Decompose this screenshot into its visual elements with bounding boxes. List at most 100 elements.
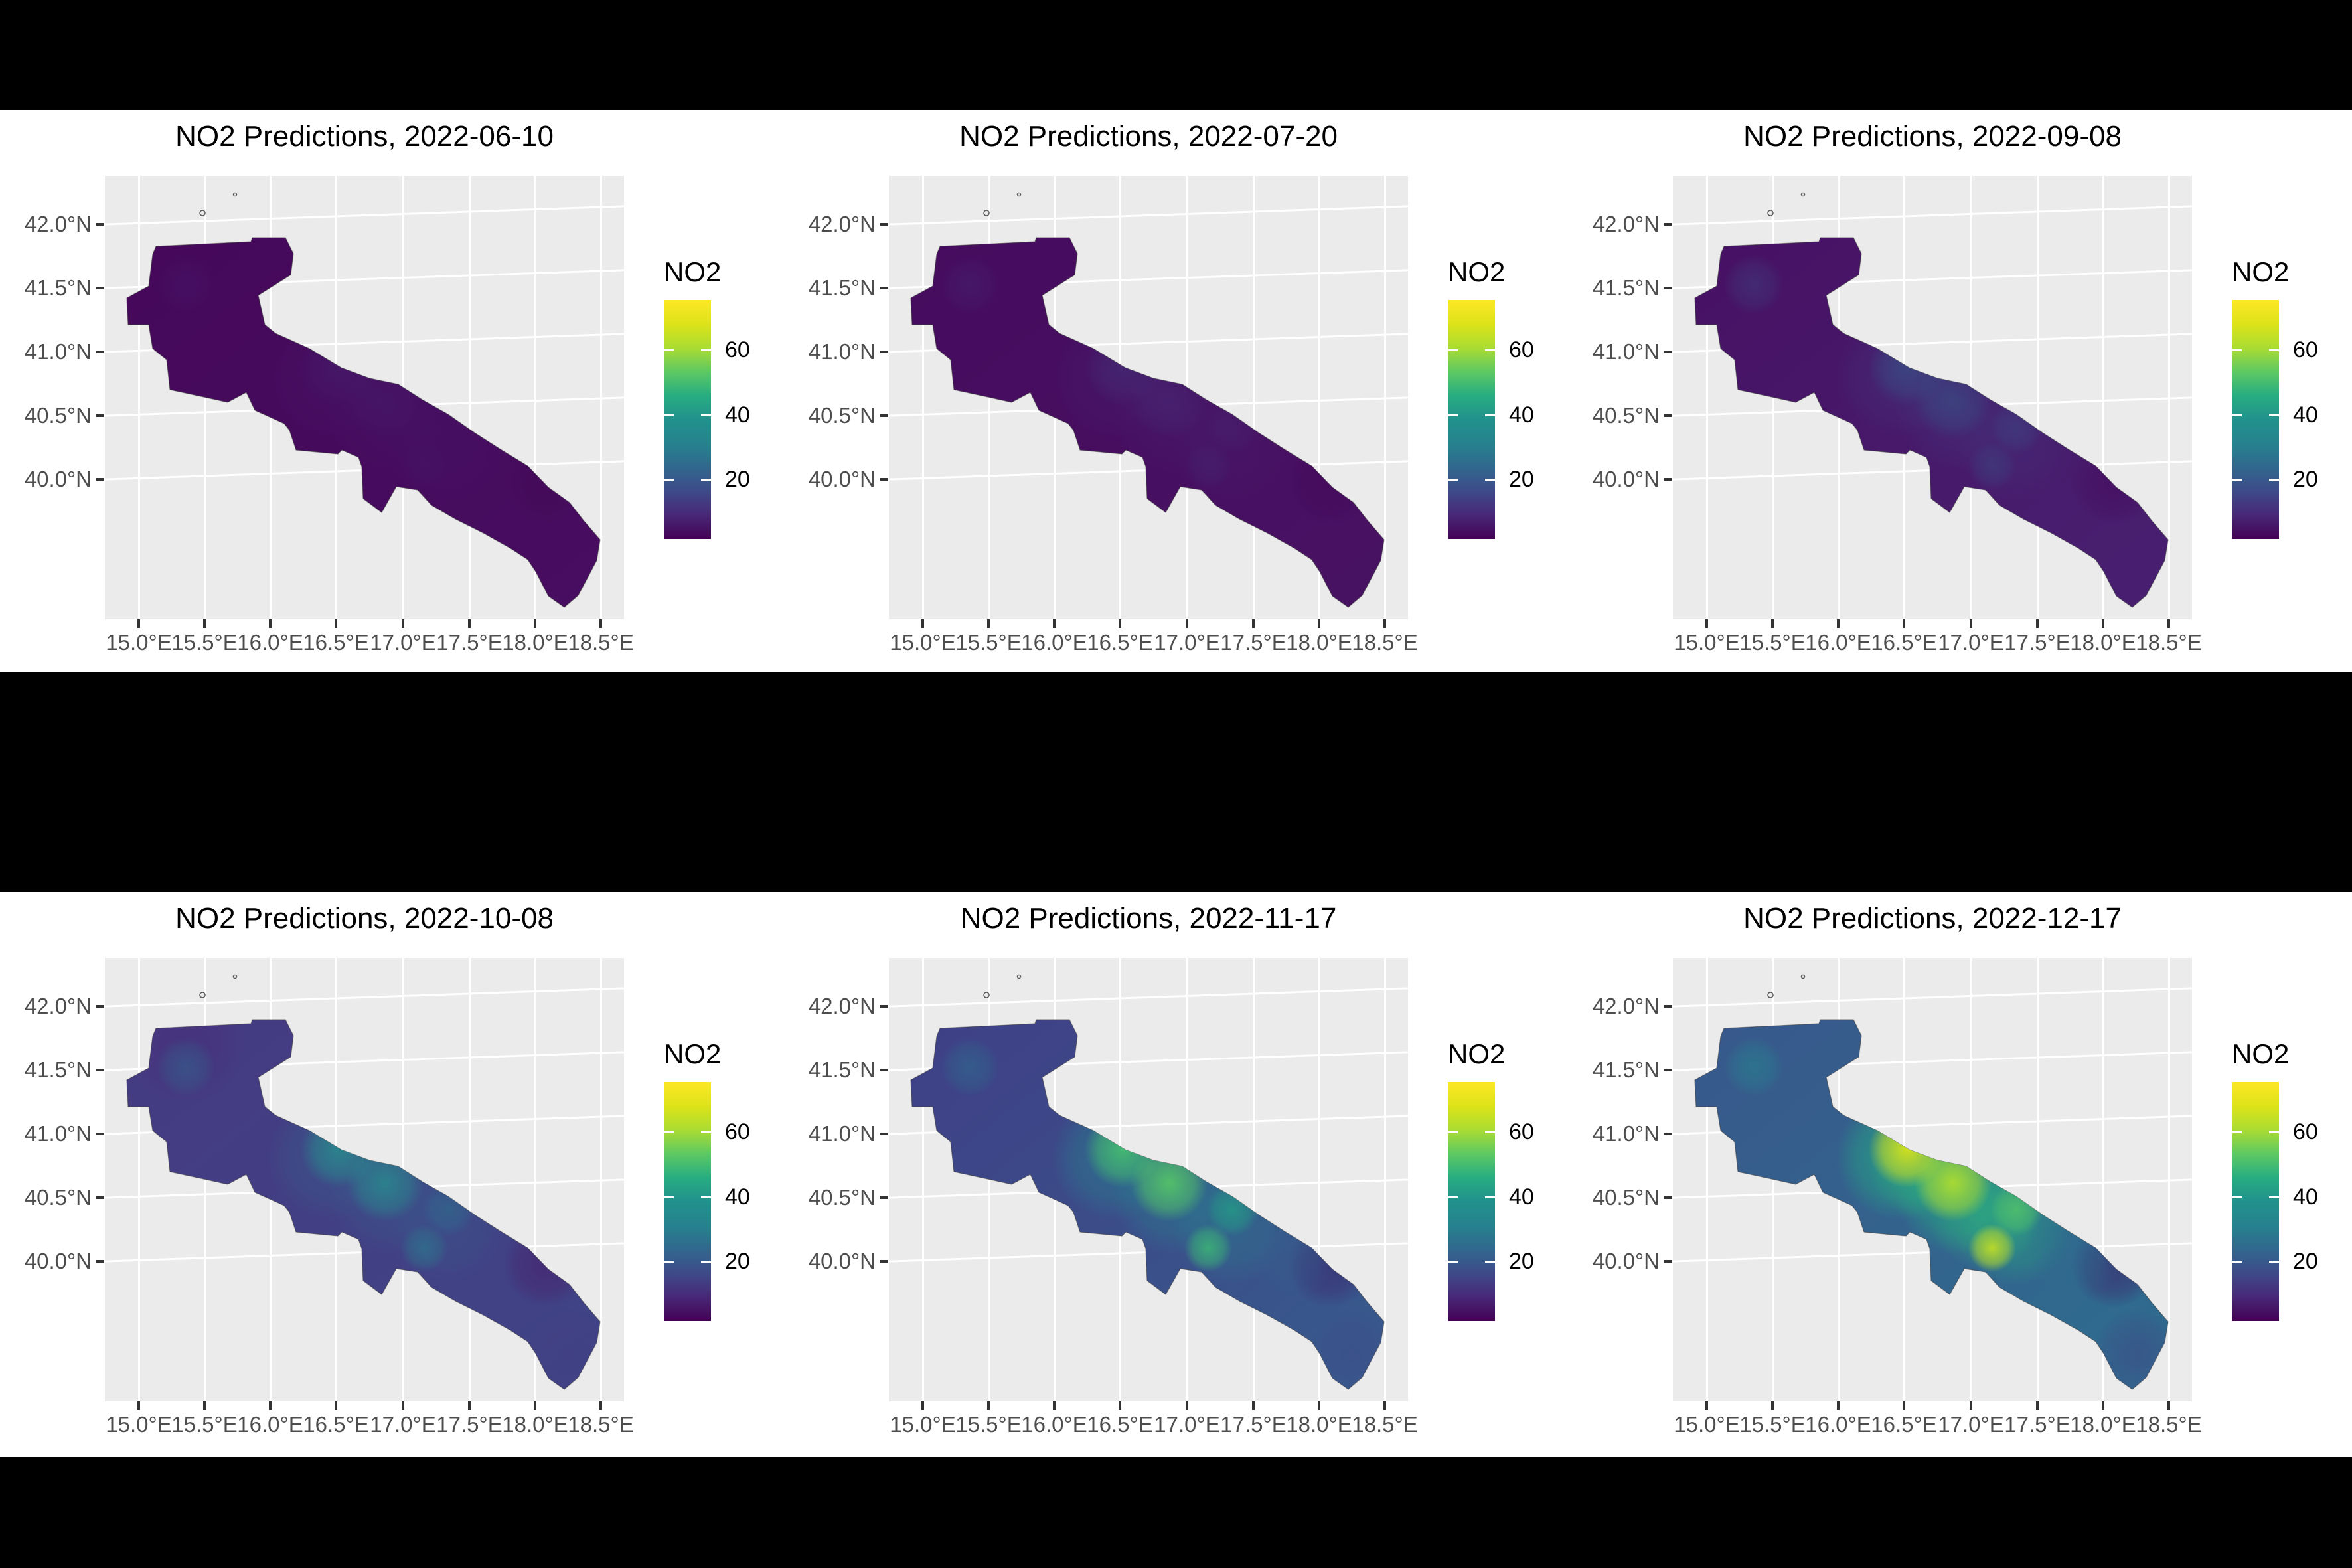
x-axis-tick [402,619,404,628]
legend-tick-label: 20 [2293,467,2318,492]
x-axis-tick [1119,1401,1121,1410]
legend-colorbar [1448,1082,1495,1321]
longitude-gridline [138,958,140,1401]
legend-tick [2269,1261,2279,1263]
y-axis-label: 40.0°N [1592,1249,1660,1273]
x-axis-tick [1318,619,1320,628]
x-axis-tick [1252,619,1255,628]
map-panel [105,958,624,1401]
x-axis-label: 16.0°E [1805,1412,1871,1437]
no2-hotspot [503,439,589,526]
x-axis-label: 17.0°E [1154,1412,1220,1437]
legend-tick-label: 60 [2293,337,2318,362]
legend-tick-label: 60 [2293,1119,2318,1144]
small-island-outline [983,992,990,998]
top-black-bar [0,0,2352,110]
legend-tick [1485,1261,1495,1263]
legend-tick [2232,349,2242,351]
longitude-gridline [2037,958,2039,1401]
legend-tick [1448,414,1458,416]
legend-tick [1448,479,1458,481]
legend-tick-label: 40 [725,402,750,428]
x-axis-tick [987,619,990,628]
legend-tick-label: 20 [1509,1249,1534,1274]
x-axis-tick [1970,1401,1972,1410]
y-axis-label: 41.0°N [24,1121,92,1146]
y-axis-label: 42.0°N [1592,994,1660,1018]
legend-tick [1448,1131,1458,1133]
no2-hotspot [1184,442,1232,490]
x-axis-tick [1383,619,1386,628]
x-axis-label: 17.0°E [370,1412,436,1437]
x-axis-label: 16.5°E [1087,630,1153,655]
region-map-2022-10-08 [126,974,601,1390]
x-axis-label: 15.5°E [171,630,238,655]
longitude-gridline [1253,176,1255,619]
x-axis-label: 16.5°E [1087,1412,1153,1437]
y-axis-label: 41.5°N [808,275,876,300]
legend-tick-label: 20 [1509,467,1534,492]
y-axis-tick [880,1196,888,1199]
y-axis-tick [1664,1005,1672,1008]
facet-cell-2022-12-17: NO2 Predictions, 2022-12-17 NO2 42.0°N 41… [1568,892,2352,1457]
x-axis-tick [1903,619,1905,628]
panel-title: NO2 Predictions, 2022-10-08 [175,902,554,935]
no2-hotspot [503,1221,589,1308]
x-axis-label: 15.5°E [1739,1412,1806,1437]
x-axis-tick [599,619,602,628]
legend-title: NO2 [1448,1038,1506,1069]
region-map-2022-09-08 [1694,192,2169,608]
no2-hotspot [1287,439,1373,526]
legend-tick-label: 40 [2293,1184,2318,1210]
map-panel [105,176,624,619]
x-axis-label: 17.5°E [436,630,503,655]
legend-tick [701,349,711,351]
y-axis-label: 41.0°N [808,339,876,364]
x-axis-tick [1837,619,1840,628]
x-axis-tick [2036,619,2039,628]
longitude-gridline [1253,958,1255,1401]
longitude-gridline [1318,176,1320,619]
y-axis-tick [880,287,888,289]
small-island-outline [1800,192,1806,197]
legend-tick [664,1261,674,1263]
y-axis-tick [96,1133,104,1135]
legend-tick [1485,414,1495,416]
x-axis-label: 18.0°E [502,1412,568,1437]
y-axis-tick [96,287,104,289]
panel-title: NO2 Predictions, 2022-12-17 [1743,902,2122,935]
x-axis-label: 16.0°E [1805,630,1871,655]
longitude-gridline [922,958,924,1401]
y-axis-tick [96,478,104,481]
no2-hotspot [1307,1308,1384,1389]
small-island-outline [1016,192,1022,197]
longitude-gridline [922,176,924,619]
y-axis-label: 40.0°N [1592,467,1660,491]
x-axis-tick [335,1401,337,1410]
y-axis-tick [96,1005,104,1008]
x-axis-label: 17.5°E [436,1412,503,1437]
x-axis-tick [137,1401,140,1410]
legend-tick [2269,349,2279,351]
y-axis-tick [880,1260,888,1263]
small-island-outline [983,210,990,216]
x-axis-label: 16.0°E [1021,1412,1087,1437]
y-axis-tick [1664,1069,1672,1071]
facet-cell-2022-07-20: NO2 Predictions, 2022-07-20 NO2 42.0°N 41… [784,110,1568,672]
legend-tick-label: 40 [1509,1184,1534,1210]
y-axis-tick [880,1133,888,1135]
longitude-gridline [988,176,990,619]
x-axis-label: 17.5°E [1220,630,1287,655]
y-axis-label: 40.5°N [24,403,92,428]
y-axis-label: 40.0°N [808,467,876,491]
region-map-2022-06-10 [126,192,601,608]
x-axis-label: 17.5°E [2004,630,2071,655]
legend-tick [701,414,711,416]
y-axis-label: 41.0°N [1592,1121,1660,1146]
legend-tick [2269,479,2279,481]
small-island-outline [1767,992,1774,998]
x-axis-tick [468,1401,471,1410]
bottom-black-bar [0,1457,2352,1568]
legend-tick [2232,1196,2242,1198]
x-axis-tick [1318,1401,1320,1410]
